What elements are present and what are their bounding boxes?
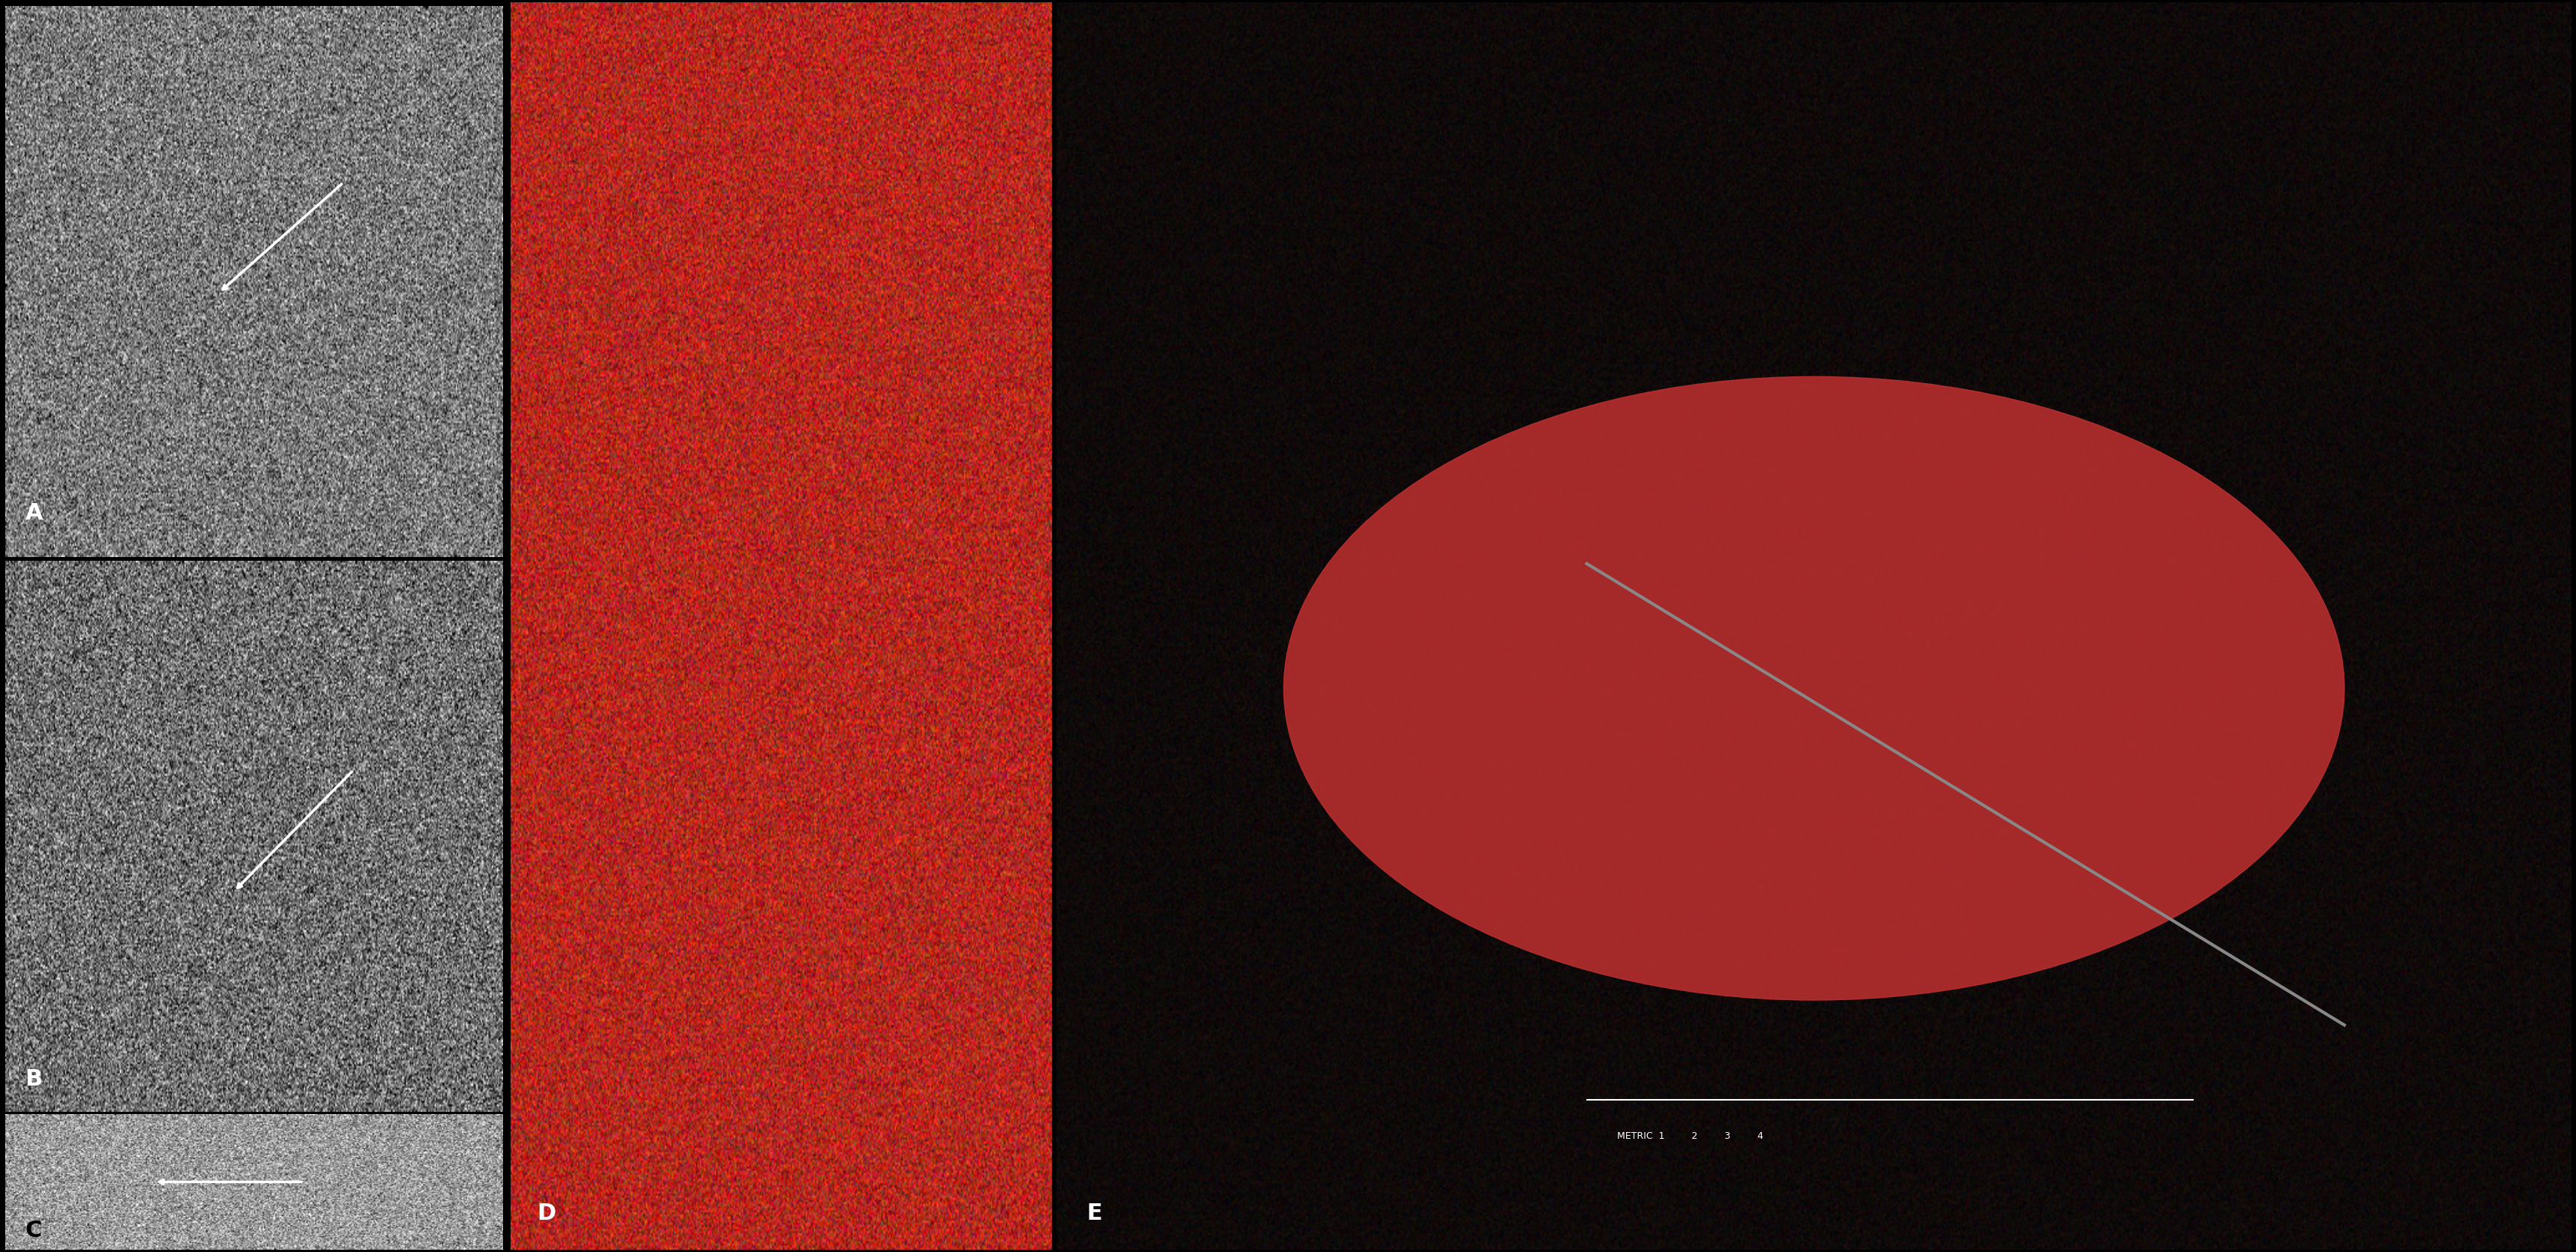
Text: A: A: [26, 502, 44, 525]
Text: E: E: [1087, 1203, 1103, 1224]
Text: METRIC  1         2         3         4: METRIC 1 2 3 4: [1618, 1131, 1762, 1141]
Ellipse shape: [1283, 377, 2344, 1000]
Text: B: B: [26, 1068, 41, 1089]
Text: D: D: [538, 1203, 556, 1224]
Text: C: C: [26, 1219, 41, 1242]
